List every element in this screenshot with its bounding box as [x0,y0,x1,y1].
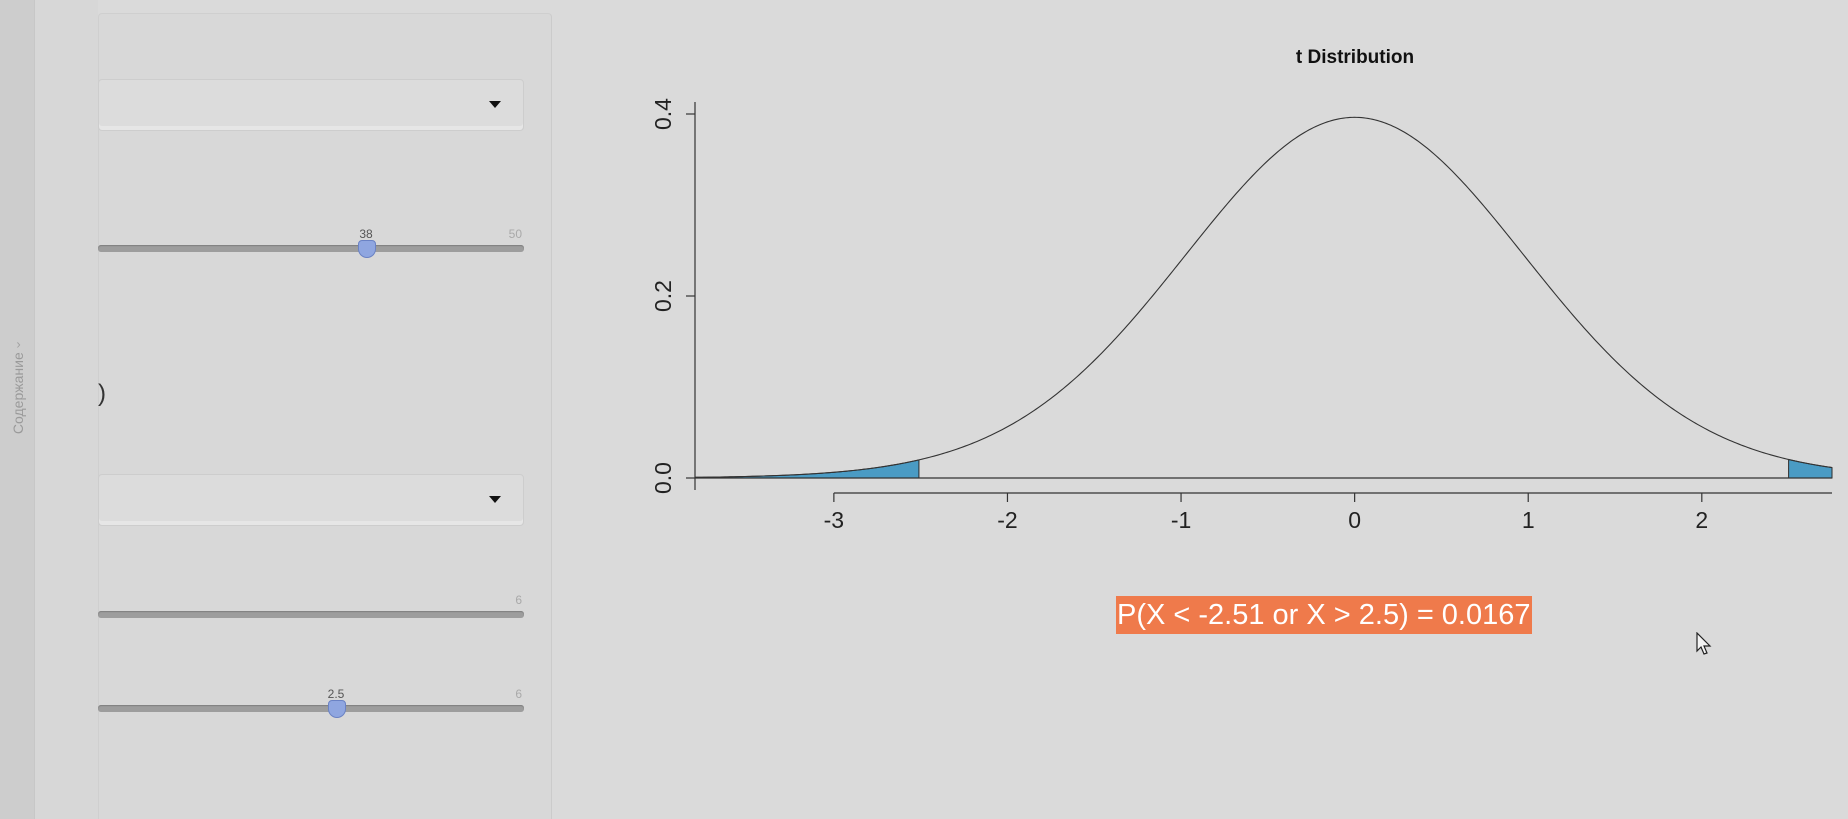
x-tick-label: 1 [1522,507,1535,533]
toc-label: Содержание [10,352,26,435]
mouse-cursor-icon [1696,632,1712,655]
distribution-select[interactable] [98,79,524,131]
x-axis: -3 -2 -1 0 1 2 [824,492,1832,533]
upper-bound-slider-track[interactable] [98,705,524,712]
x-tick-label: -3 [824,507,844,533]
y-tick-label: 0.2 [650,280,676,312]
shaded-tail-1 [694,459,920,479]
upper-bound-slider[interactable]: 2.5 6 [98,687,524,727]
probability-type-select[interactable] [98,474,524,526]
x-tick-label: 2 [1695,507,1708,533]
x-tick-label: -2 [997,507,1017,533]
gutter [35,0,98,819]
df-slider[interactable]: 38 50 [98,227,524,267]
upper-bound-slider-max: 6 [515,687,522,701]
df-slider-track[interactable] [98,245,524,252]
x-tick-label: 0 [1348,507,1361,533]
shaded-tail-2 [1788,458,1833,479]
y-axis: 0.0 0.2 0.4 [650,98,696,494]
probability-result: P(X < -2.51 or X > 2.5) = 0.0167 [1116,596,1532,634]
chevron-right-icon: › [15,336,21,352]
chart-title: t Distribution [1296,47,1414,68]
df-slider-value: 38 [359,227,373,241]
caret-down-icon [489,101,501,108]
df-slider-max: 50 [508,227,522,241]
df-slider-handle[interactable] [358,240,376,258]
density-curve [694,116,1833,478]
t-distribution-chart: t Distribution -3 -2 -1 0 1 2 0.0 0.2 0.4 [560,0,1848,600]
toc-label-wrap: Содержание › [10,337,26,435]
lower-bound-slider-max: 6 [515,593,522,607]
y-tick-label: 0.0 [650,462,676,494]
toc-sidebar-toggle[interactable]: Содержание › [0,0,35,819]
upper-bound-slider-handle[interactable] [328,700,346,718]
upper-bound-slider-value: 2.5 [327,687,345,701]
controls-panel [98,13,552,819]
lower-bound-slider-track[interactable] [98,611,524,618]
caret-down-icon [489,496,501,503]
x-tick-label: -1 [1171,507,1191,533]
plot-svg: t Distribution -3 -2 -1 0 1 2 0.0 0.2 0.4 [650,47,1833,533]
y-tick-label: 0.4 [650,98,676,130]
label-fragment: ) [98,380,106,407]
lower-bound-slider[interactable]: 6 [98,593,524,633]
